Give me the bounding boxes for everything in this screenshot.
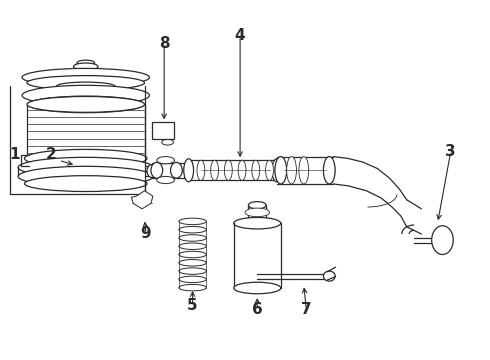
Ellipse shape — [252, 160, 260, 180]
Ellipse shape — [234, 282, 281, 294]
Ellipse shape — [56, 82, 115, 91]
Ellipse shape — [22, 85, 149, 105]
Ellipse shape — [179, 284, 206, 291]
Ellipse shape — [147, 165, 157, 177]
Ellipse shape — [184, 159, 194, 182]
Text: 8: 8 — [159, 36, 170, 51]
Ellipse shape — [179, 235, 206, 241]
Text: 9: 9 — [141, 226, 151, 242]
Ellipse shape — [248, 202, 266, 209]
Ellipse shape — [179, 243, 206, 249]
Ellipse shape — [179, 218, 206, 225]
Ellipse shape — [157, 157, 174, 164]
Ellipse shape — [432, 226, 453, 255]
Ellipse shape — [24, 149, 147, 167]
Ellipse shape — [238, 160, 246, 180]
Ellipse shape — [197, 160, 205, 180]
Ellipse shape — [234, 217, 281, 229]
Text: 1: 1 — [9, 147, 20, 162]
Text: 2: 2 — [46, 147, 57, 162]
Ellipse shape — [266, 160, 273, 180]
Ellipse shape — [151, 162, 163, 178]
Ellipse shape — [18, 166, 153, 186]
Ellipse shape — [27, 96, 145, 112]
Ellipse shape — [275, 157, 287, 184]
Ellipse shape — [28, 96, 144, 113]
Text: 7: 7 — [301, 302, 312, 317]
Ellipse shape — [437, 229, 448, 251]
Ellipse shape — [162, 139, 173, 145]
Ellipse shape — [224, 160, 232, 180]
Ellipse shape — [287, 157, 296, 184]
Text: 3: 3 — [445, 144, 456, 159]
Ellipse shape — [245, 208, 270, 217]
Ellipse shape — [18, 157, 153, 177]
Ellipse shape — [323, 271, 335, 281]
Ellipse shape — [323, 157, 335, 184]
Ellipse shape — [157, 176, 174, 184]
Ellipse shape — [74, 63, 98, 70]
Polygon shape — [152, 122, 174, 139]
Polygon shape — [131, 191, 153, 209]
Ellipse shape — [179, 260, 206, 266]
Text: 4: 4 — [235, 28, 245, 44]
Ellipse shape — [22, 68, 149, 86]
Ellipse shape — [77, 60, 95, 66]
Ellipse shape — [179, 268, 206, 274]
Ellipse shape — [299, 157, 309, 184]
Ellipse shape — [171, 162, 182, 178]
Ellipse shape — [211, 160, 219, 180]
Ellipse shape — [27, 76, 145, 90]
Ellipse shape — [179, 276, 206, 283]
Ellipse shape — [24, 176, 147, 192]
Ellipse shape — [272, 159, 282, 182]
Text: 6: 6 — [252, 302, 263, 317]
Ellipse shape — [179, 226, 206, 233]
Ellipse shape — [179, 251, 206, 258]
Text: 5: 5 — [187, 298, 198, 314]
